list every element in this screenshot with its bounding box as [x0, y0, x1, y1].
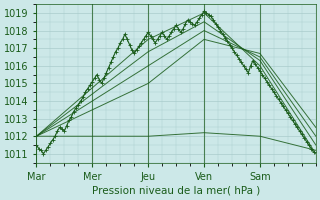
X-axis label: Pression niveau de la mer( hPa ): Pression niveau de la mer( hPa ) — [92, 186, 260, 196]
